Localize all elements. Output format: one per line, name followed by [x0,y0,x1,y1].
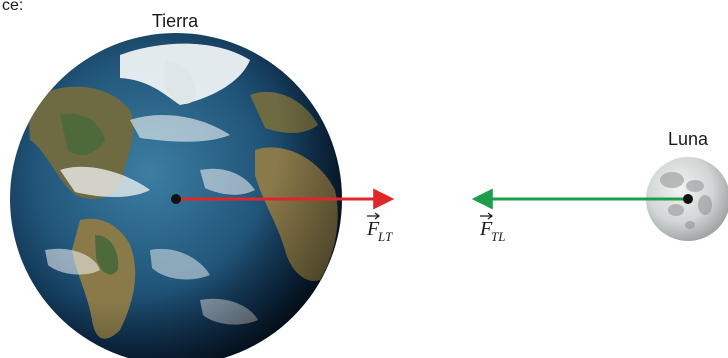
force-label-lt: F LT [366,212,393,244]
vector-arrow-accent [480,212,493,220]
vector-arrow-accent [367,212,380,220]
force-label-tl: F TL [479,212,505,244]
moon-center-point [683,194,693,204]
moon-label: Luna [668,129,709,149]
earth-label: Tierra [152,11,199,31]
force-label-lt-symbol: F [366,218,380,240]
earth-center-point [171,194,181,204]
force-label-lt-subscript: LT [377,229,393,244]
force-label-tl-subscript: TL [491,229,505,244]
top-left-text-fragment: ce: [2,0,23,14]
force-label-tl-symbol: F [479,218,493,240]
